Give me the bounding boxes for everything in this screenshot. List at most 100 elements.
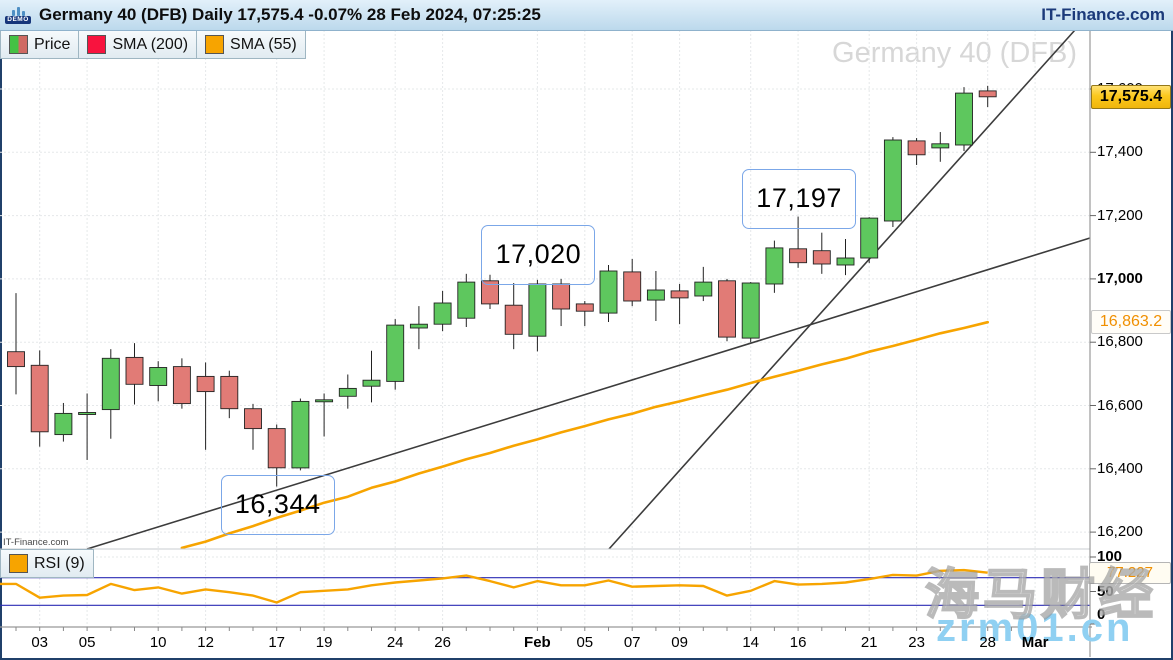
candle [315,393,334,437]
date-tick-label: 23 [908,634,925,651]
candle [883,137,902,227]
candle [789,216,808,268]
legend-price-button[interactable]: Price [0,30,80,59]
candle [718,278,736,342]
site-watermark-small: IT-Finance.com [3,537,69,548]
candle [457,273,476,328]
candle [409,306,428,350]
rsi-value-badge: 77.227 [1089,561,1171,584]
rsi-line [0,568,988,604]
price-swatch-icon [9,35,28,54]
trendlines[interactable] [86,29,1091,550]
candle [30,350,49,447]
annotation-text: 17,197 [756,183,842,214]
annotation-text: 17,020 [495,239,582,270]
candle [907,138,926,165]
legend-rsi-button[interactable]: RSI (9) [0,549,94,578]
rsi-tick-label: 50 [1097,582,1114,600]
url-watermark: zrm01.cn [936,606,1134,650]
date-tick-label: 28 [979,634,997,651]
legend-sma200-label: SMA (200) [112,35,189,53]
candle [741,282,760,343]
candle [54,402,73,442]
date-tick-label: 16 [789,634,807,651]
price-tick-label: 17,000 [1097,269,1143,287]
date-tick-label: 19 [315,634,333,651]
candle [528,279,547,352]
instrument-watermark: Germany 40 (DFB) [832,37,1077,69]
date-tick-label: 07 [623,634,641,651]
price-tick-label: 16,400 [1097,459,1143,477]
candle [978,85,997,108]
candle [765,240,784,293]
candle [623,258,642,307]
sma55-line [180,320,990,550]
candle [670,283,689,325]
candle [7,293,25,395]
date-tick-label: 24 [386,634,404,651]
date-tick-label: 05 [78,634,96,651]
annotation-low-16344[interactable]: 16,344 [220,474,335,535]
candlestick-logo-icon [11,6,25,16]
candle [172,358,191,409]
date-tick-label: 10 [149,634,167,651]
candle [267,424,286,487]
candle [481,274,499,309]
title-bar: DEMO Germany 40 (DFB) Daily 17,575.4 -0.… [0,0,1173,31]
date-tick-label: Mar [1021,634,1049,651]
instrument-title: Germany 40 (DFB) Daily 17,575.4 -0.07% 2… [39,5,541,24]
candle [101,349,120,439]
rsi-legend-row: RSI (9) [0,549,94,578]
date-tick-label: 03 [31,634,49,651]
candle [836,239,855,276]
candle [694,266,713,302]
legend-rsi-label: RSI (9) [34,554,85,572]
candle [599,264,618,322]
candle [575,301,594,327]
candle [860,217,879,264]
demo-account-icon: DEMO [5,6,31,24]
candle [196,362,215,450]
date-tick-label: 21 [860,634,878,651]
date-tick-label: 12 [197,634,214,651]
date-tick-label: 26 [434,634,451,651]
annotation-text: 16,344 [234,489,321,520]
price-tick-label: 16,600 [1097,396,1143,414]
price-legend-row: Price SMA (200) SMA (55) [0,30,306,59]
chinese-watermark: 海马财经 [924,564,1157,626]
sma55-swatch-icon [205,35,225,54]
candle [812,232,831,274]
candle [931,132,950,162]
candlesticks [7,85,997,487]
brand-link[interactable]: IT-Finance.com [1041,5,1165,24]
legend-price-label: Price [34,35,71,53]
sma55-value-badge: 16,863.2 [1091,310,1171,335]
rsi-guide-lines [0,577,1090,606]
candle [149,361,168,402]
legend-sma200-button[interactable]: SMA (200) [78,30,198,59]
axis-ticks [15,88,1096,631]
candle [220,370,239,419]
candle [955,87,973,152]
candle [646,270,665,321]
candle [291,398,310,471]
annotation-high-17197[interactable]: 17,197 [742,168,857,229]
date-tick-label: 09 [671,634,688,651]
date-tick-label: 05 [576,634,594,651]
annotation-high-17020[interactable]: 17,020 [481,224,596,285]
candle [244,403,262,450]
candle [338,374,357,409]
candle [433,290,452,332]
candle [125,343,144,405]
date-tick-label: 14 [742,634,760,651]
date-tick-label: 17 [268,634,286,651]
legend-sma55-button[interactable]: SMA (55) [196,30,306,59]
candle [362,350,381,403]
candle [552,278,571,327]
price-tick-label: 17,200 [1097,206,1143,224]
candle [504,283,523,350]
rsi-tick-label: 100 [1097,548,1123,565]
date-tick-label: Feb [524,634,551,651]
